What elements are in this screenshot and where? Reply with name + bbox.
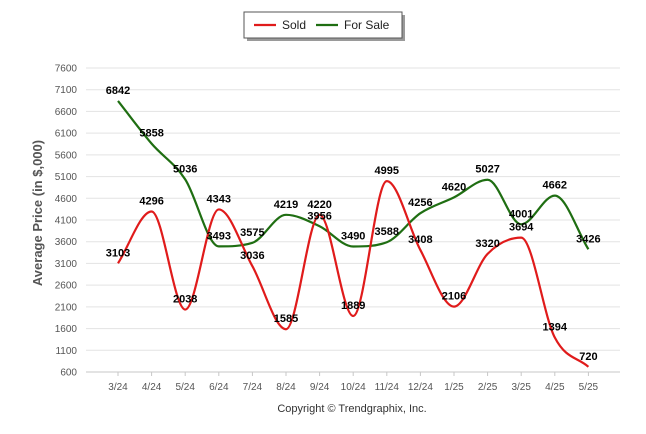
y-axis-label: Average Price (in $,000) (30, 140, 45, 286)
data-label-sold: 1889 (341, 300, 365, 312)
y-tick-label: 5600 (55, 150, 78, 161)
x-tick-label: 4/25 (545, 382, 565, 393)
data-labels: 3103 4296 2038 4343 3036 1585 4220 1889 4995 3408… (106, 85, 601, 363)
y-tick-label: 4100 (55, 216, 78, 227)
x-tick-label: 3/24 (108, 382, 128, 393)
series-line-for-sale (117, 100, 590, 250)
x-tick-label: 9/24 (310, 382, 330, 393)
data-label-sold: 3694 (509, 222, 534, 234)
data-label-sold: 720 (579, 351, 597, 363)
copyright-credit: Copyright © Trendgraphix, Inc. (277, 403, 426, 415)
data-label-sold: 1585 (274, 313, 298, 325)
legend-label-for-sale: For Sale (344, 18, 390, 32)
x-tick-label: 11/24 (375, 382, 400, 393)
data-label-for-sale: 5036 (173, 163, 197, 175)
y-tick-label: 2100 (55, 302, 78, 313)
y-tick-label: 5100 (55, 172, 78, 183)
y-tick-label: 7100 (55, 85, 78, 96)
data-label-sold: 2038 (173, 294, 197, 306)
x-tick-label: 8/24 (276, 382, 296, 393)
x-tick-label: 3/25 (511, 382, 531, 393)
data-label-for-sale: 3493 (207, 230, 231, 242)
y-axis-ticks: 600 1100 1600 2100 2600 3100 3600 4100 4600 5100 5… (55, 64, 78, 379)
y-tick-label: 6100 (55, 129, 78, 140)
series-line-sold (117, 180, 590, 368)
data-label-for-sale: 5858 (139, 128, 163, 140)
data-label-sold: 3103 (106, 247, 130, 259)
data-label-sold: 2106 (442, 291, 466, 303)
data-label-for-sale: 4256 (408, 197, 432, 209)
data-label-for-sale: 5027 (475, 164, 499, 176)
x-tick-label: 12/24 (408, 382, 433, 393)
x-tick-label: 10/24 (341, 382, 366, 393)
data-label-sold: 4220 (307, 199, 331, 211)
data-label-sold: 1394 (543, 322, 568, 334)
data-label-sold: 4296 (139, 195, 163, 207)
data-label-for-sale: 4219 (274, 199, 298, 211)
y-tick-label: 600 (60, 368, 77, 379)
grid (86, 67, 620, 373)
data-label-sold: 3320 (475, 238, 499, 250)
y-tick-label: 6600 (55, 107, 78, 118)
y-tick-label: 3600 (55, 237, 78, 248)
y-tick-label: 1600 (55, 324, 78, 335)
y-tick-label: 2600 (55, 281, 78, 292)
x-tick-label: 6/24 (209, 382, 229, 393)
y-tick-label: 1100 (55, 346, 77, 357)
x-tick-label: 7/24 (243, 382, 263, 393)
data-label-for-sale: 4662 (543, 180, 567, 192)
data-label-sold: 4343 (207, 193, 231, 205)
y-tick-label: 7600 (55, 64, 78, 75)
data-label-for-sale: 3490 (341, 230, 365, 242)
data-label-for-sale: 3588 (375, 226, 399, 238)
data-label-for-sale: 6842 (106, 85, 130, 97)
data-label-sold: 3036 (240, 250, 264, 262)
legend: Sold For Sale (243, 11, 405, 41)
x-tick-label: 5/24 (175, 382, 195, 393)
data-label-for-sale: 4620 (442, 181, 466, 193)
data-label-sold: 3408 (408, 234, 432, 246)
data-label-for-sale: 3956 (307, 210, 331, 222)
y-tick-label: 3100 (55, 259, 78, 270)
x-tick-label: 2/25 (478, 382, 498, 393)
legend-label-sold: Sold (282, 18, 306, 32)
data-label-sold: 4995 (375, 165, 399, 177)
data-label-for-sale: 3575 (240, 227, 264, 239)
x-tick-label: 4/24 (142, 382, 162, 393)
y-tick-label: 4600 (55, 194, 78, 205)
x-tick-label: 1/25 (444, 382, 464, 393)
x-axis-ticks: 3/24 4/24 5/24 6/24 7/24 8/24 9/24 10/24 11/24 12… (108, 372, 599, 393)
x-tick-label: 5/25 (579, 382, 599, 393)
series-lines (117, 100, 590, 368)
data-label-for-sale: 3426 (576, 233, 600, 245)
data-label-for-sale: 4001 (509, 208, 533, 220)
